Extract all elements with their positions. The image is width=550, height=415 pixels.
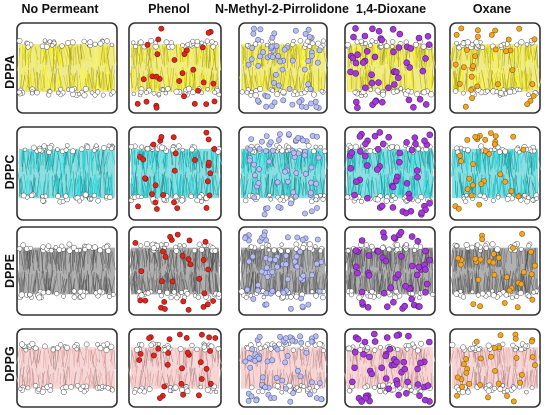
membrane-snapshot-dppg-oxane: [449, 328, 541, 408]
membrane-snapshot-dppa-phenol: [128, 22, 222, 114]
lipid-headgroups: [131, 341, 222, 395]
panel-dppg-n-methyl-2-pirrolidone: [238, 328, 328, 408]
permeant-molecules: [452, 130, 527, 212]
lipid-headgroups: [16, 241, 116, 301]
permeant-molecules: [347, 25, 433, 111]
permeant-molecules: [134, 25, 218, 111]
membrane-snapshot-dppa-no-permeant: [16, 22, 118, 114]
panel-dppe-n-methyl-2-pirrolidone: [238, 226, 328, 316]
panel-dppa-no-permeant: [16, 22, 118, 114]
panel-dppe-oxane: [449, 226, 541, 316]
panel-dppc-n-methyl-2-pirrolidone: [238, 126, 328, 221]
membrane-snapshot-dppa-n-methyl-2-pirrolidone: [238, 22, 328, 114]
lipid-headgroups: [344, 142, 433, 205]
lipid-tails: [16, 247, 116, 295]
membrane-snapshot-dppc-n-methyl-2-pirrolidone: [238, 126, 328, 221]
membrane-snapshot-dppc-phenol: [128, 126, 222, 221]
row-label-dppa: DPPA: [3, 55, 17, 89]
permeant-molecules: [454, 331, 538, 405]
lipid-headgroups: [20, 143, 116, 205]
row-label-dppc: DPPC: [3, 154, 17, 190]
membrane-snapshot-dppe-1-4-dioxane: [344, 226, 436, 316]
permeant-molecules: [347, 129, 434, 218]
column-header-oxane: Oxane: [472, 2, 512, 16]
lipid-headgroups: [18, 340, 116, 396]
panel-dppc-phenol: [128, 126, 222, 221]
membrane-snapshot-dppa-oxane: [449, 22, 541, 114]
lipid-headgroups: [452, 38, 539, 98]
lipid-tails: [450, 148, 541, 199]
row-label-dppg: DPPG: [3, 346, 17, 382]
lipid-headgroups: [16, 37, 116, 99]
lipid-headgroups: [344, 241, 436, 301]
permeant-molecules: [242, 229, 325, 312]
permeant-molecules: [136, 331, 219, 401]
membrane-snapshot-dppa-1-4-dioxane: [344, 22, 436, 114]
permeant-molecules: [349, 330, 433, 405]
panel-dppg-oxane: [449, 328, 541, 408]
membrane-snapshot-dppe-n-methyl-2-pirrolidone: [238, 226, 328, 316]
lipid-tails: [130, 44, 222, 92]
lipid-tails: [449, 347, 541, 389]
lipid-headgroups: [136, 241, 222, 301]
membrane-snapshot-dppg-no-permeant: [16, 328, 118, 408]
membrane-snapshot-dppg-1-4-dioxane: [344, 328, 436, 408]
membrane-snapshot-dppc-oxane: [449, 126, 541, 221]
column-header-phenol: Phenol: [148, 2, 190, 16]
lipid-headgroups: [242, 142, 328, 205]
permeant-molecules: [246, 131, 322, 218]
panel-dppa-oxane: [449, 22, 541, 114]
lipid-tails: [17, 148, 116, 199]
membrane-snapshot-dppg-n-methyl-2-pirrolidone: [238, 328, 328, 408]
membrane-snapshot-dppg-phenol: [128, 328, 222, 408]
lipid-tails: [16, 347, 116, 389]
row-label-dppe: DPPE: [3, 253, 17, 289]
panel-dppc-no-permeant: [16, 126, 118, 221]
panel-dppa-phenol: [128, 22, 222, 114]
membrane-snapshot-dppe-no-permeant: [16, 226, 118, 316]
panel-dppc-1-4-dioxane: [344, 126, 436, 221]
column-header-nmp: N-Methyl-2-Pirrolidone: [214, 2, 350, 16]
column-header-dioxane: 1,4-Dioxane: [355, 2, 427, 16]
lipid-tails: [344, 148, 436, 199]
panel-dppe-no-permeant: [16, 226, 118, 316]
panel-dppg-no-permeant: [16, 328, 118, 408]
permeant-molecules: [452, 25, 538, 110]
membrane-snapshot-dppc-1-4-dioxane: [344, 126, 436, 221]
panel-dppe-1-4-dioxane: [344, 226, 436, 316]
permeant-molecules: [242, 333, 325, 405]
column-header-no-permeant: No Permeant: [21, 2, 99, 16]
panel-dppa-1-4-dioxane: [344, 22, 436, 114]
permeant-molecules: [352, 228, 433, 312]
lipid-headgroups: [344, 38, 435, 99]
permeant-molecules: [132, 231, 216, 313]
membrane-snapshot-dppc-no-permeant: [16, 126, 118, 221]
membrane-snapshot-dppe-phenol: [128, 226, 222, 316]
lipid-tails: [238, 347, 328, 389]
membrane-snapshot-dppe-oxane: [449, 226, 541, 316]
permeant-molecules: [455, 231, 538, 311]
permeant-molecules: [135, 129, 218, 212]
panel-dppa-n-methyl-2-pirrolidone: [238, 22, 328, 114]
permeant-molecules: [245, 25, 323, 111]
panel-dppg-phenol: [128, 328, 222, 408]
panel-dppg-1-4-dioxane: [344, 328, 436, 408]
panel-dppe-phenol: [128, 226, 222, 316]
panel-dppc-oxane: [449, 126, 541, 221]
lipid-tails: [16, 44, 117, 92]
